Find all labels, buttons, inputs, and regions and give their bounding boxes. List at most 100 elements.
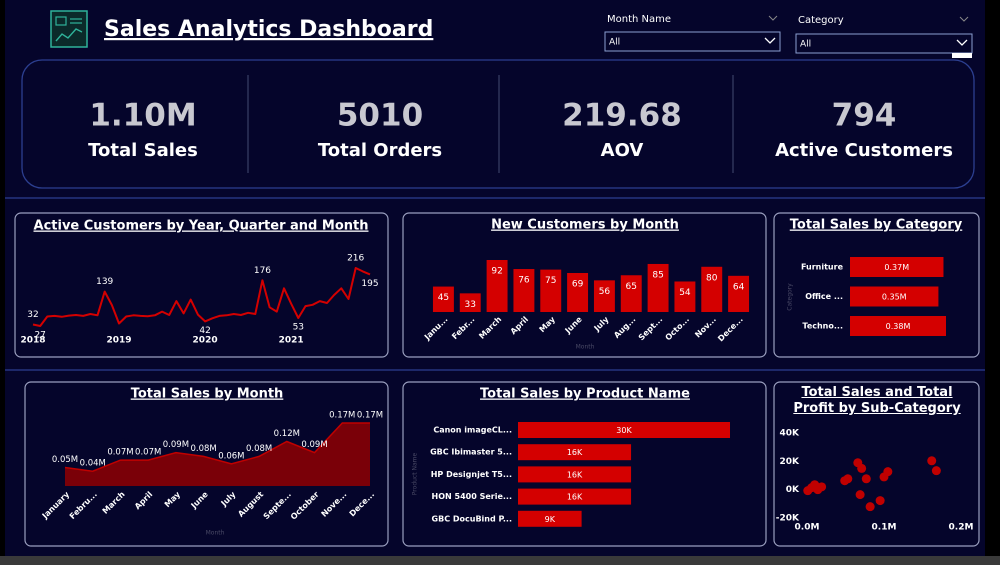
data-label: 0.17M (329, 411, 355, 421)
x-tick-label: 0.1M (872, 523, 897, 533)
data-label: 85 (652, 270, 663, 280)
kpi-label: AOV (601, 140, 644, 161)
point (927, 456, 937, 466)
scroll-marker (952, 53, 972, 58)
bar (850, 286, 939, 307)
data-label: 0.07M (135, 448, 161, 458)
point (865, 502, 875, 512)
data-label: 80 (706, 273, 718, 283)
bar (850, 316, 946, 336)
bar (513, 269, 535, 312)
data-label: 0.35M (882, 293, 907, 302)
y-tick-label: HON 5400 Serie... (432, 492, 512, 501)
y-tick-label: Office ... (805, 292, 843, 301)
x-tick-label: 2019 (107, 336, 132, 346)
y-tick-label: Furniture (801, 263, 844, 272)
chart-title: Total Sales and Total Profit by Sub-Cate… (793, 385, 961, 416)
filter-value: All (609, 38, 620, 48)
data-label: 0.38M (886, 322, 911, 331)
y-tick-label: 0K (786, 485, 800, 495)
filter-dropdown[interactable] (795, 33, 973, 54)
data-label: 139 (96, 277, 113, 287)
line (32, 267, 371, 327)
data-label: 32 (27, 310, 38, 320)
point (843, 474, 853, 484)
data-label: 16K (567, 448, 583, 457)
bottom-bar (0, 556, 1000, 565)
data-label: 56 (599, 287, 611, 297)
chart-title: New Customers by Month (491, 218, 679, 233)
dashboard-title: Sales Analytics Dashboard (104, 17, 433, 42)
dropdown-chevron (764, 37, 776, 44)
y-tick-label: Canon imageCL... (433, 426, 512, 435)
data-label: 9K (545, 515, 556, 524)
data-label: 64 (733, 282, 745, 292)
data-label: 69 (572, 280, 584, 290)
data-label: 16K (567, 493, 583, 502)
kpi-value: 794 (832, 98, 897, 134)
y-axis-title: Product Name (412, 452, 419, 495)
data-label: 42 (199, 326, 210, 336)
point (817, 482, 827, 492)
data-label: 30K (616, 426, 632, 435)
filter-label: Category (798, 15, 844, 26)
data-label: 16K (567, 470, 583, 479)
chart-title: Active Customers by Year, Quarter and Mo… (34, 219, 369, 234)
area (65, 423, 370, 486)
dropdown-chevron (956, 39, 968, 46)
data-label: 53 (293, 323, 304, 333)
filter-expand (768, 15, 778, 21)
y-tick-label: 40K (780, 429, 801, 439)
data-label: 33 (465, 300, 476, 310)
chart-panel (14, 212, 389, 358)
bar (593, 280, 615, 312)
logo (50, 10, 88, 48)
x-tick-label: 2018 (20, 336, 45, 346)
bar (518, 510, 582, 527)
bar (518, 466, 632, 483)
data-label: 0.08M (246, 444, 272, 454)
data-label: 65 (626, 282, 637, 292)
kpi-label: Active Customers (775, 140, 953, 161)
data-label: 0.05M (52, 455, 78, 465)
chart-title: Total Sales by Product Name (480, 387, 690, 402)
data-label: 176 (254, 266, 271, 276)
point (855, 490, 865, 500)
data-label: 92 (491, 267, 502, 277)
bar (540, 269, 562, 312)
point (883, 467, 893, 477)
y-tick-label: 20K (780, 457, 801, 467)
data-label: 54 (679, 288, 691, 298)
kpi-card (21, 59, 975, 189)
point (803, 486, 813, 496)
point (857, 463, 867, 473)
bar (518, 422, 730, 438)
data-label: 0.17M (357, 411, 383, 421)
x-tick-label: 0.2M (949, 523, 974, 533)
bar (647, 263, 669, 312)
x-axis-title: Month (576, 344, 595, 351)
kpi-value: 1.10M (89, 98, 196, 134)
bar (518, 488, 632, 505)
data-label: 0.37M (884, 263, 909, 272)
bar (486, 260, 508, 312)
y-tick-label: Techno... (802, 322, 843, 331)
chart-panel (773, 381, 980, 547)
x-axis-title: Month (206, 530, 225, 537)
kpi-value: 5010 (337, 98, 423, 134)
data-label: 0.08M (191, 444, 217, 454)
chart-title-box: Total Sales and Total Profit by Sub-Cate… (793, 385, 961, 416)
y-axis-title: Category (787, 283, 794, 311)
bar (518, 444, 632, 461)
filter-value: All (800, 40, 811, 50)
data-label: 0.06M (218, 451, 244, 461)
bar (567, 273, 589, 312)
chart-title: Total Sales by Month (131, 387, 284, 402)
data-label: 0.09M (163, 440, 189, 450)
filter-dropdown[interactable] (604, 31, 781, 52)
y-tick-label: GBC Ibimaster 5... (430, 448, 512, 457)
filter-expand (959, 16, 969, 22)
x-tick-label: 0.0M (795, 523, 820, 533)
